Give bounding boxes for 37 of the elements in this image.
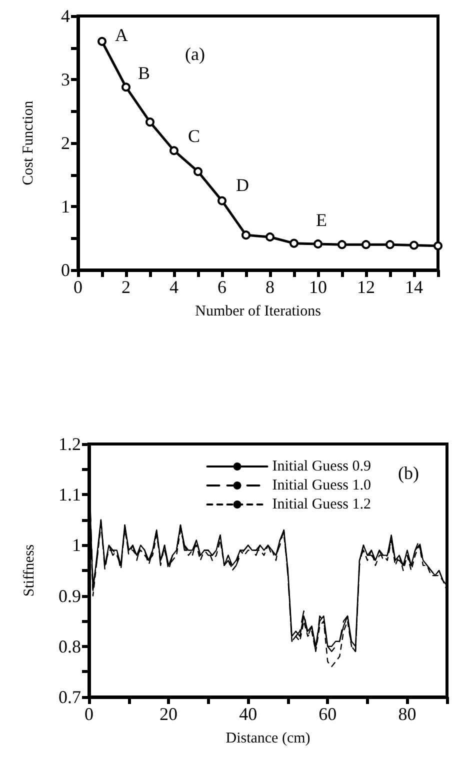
- y-tick-label: 1: [72, 535, 81, 556]
- legend-label: Initial Guess 0.9: [272, 458, 372, 474]
- x-tick-label: 14: [405, 277, 423, 297]
- x-tick-label: 20: [160, 704, 178, 724]
- y-axis-title: Cost Function: [20, 100, 36, 186]
- y-axis-title: Stiffness: [22, 544, 38, 597]
- x-tick-label: 40: [239, 704, 258, 724]
- x-tick-label: 60: [318, 704, 337, 724]
- x-tick-label: 0: [84, 704, 94, 724]
- y-tick-label: 2: [61, 133, 70, 153]
- x-tick-label: 4: [170, 277, 178, 297]
- y-tick-label: 0.7: [58, 687, 81, 707]
- x-tick-label: 10: [309, 277, 327, 297]
- annotation: (a): [185, 44, 205, 64]
- annotation: E: [316, 210, 327, 230]
- y-tick-label: 3: [61, 70, 70, 90]
- annotation: A: [115, 25, 128, 45]
- y-tick-label: 1.2: [58, 434, 81, 454]
- legend-label: Initial Guess 1.2: [272, 496, 372, 512]
- y-tick-label: 4: [61, 6, 70, 26]
- x-tick-label: 8: [266, 277, 274, 297]
- y-tick-label: 0.9: [58, 586, 81, 606]
- x-tick-label: 12: [357, 277, 375, 297]
- annotation: D: [236, 175, 249, 195]
- x-tick-label: 2: [122, 277, 130, 297]
- x-tick-label: 6: [218, 277, 226, 297]
- annotation: B: [138, 63, 150, 83]
- y-tick-label: 0: [61, 260, 70, 280]
- y-tick-label: 1: [61, 196, 70, 216]
- y-tick-label: 1.1: [58, 484, 81, 505]
- x-axis-title: Distance (cm): [226, 730, 310, 746]
- x-axis-title: Number of Iterations: [195, 304, 322, 320]
- annotation: (b): [398, 463, 419, 483]
- y-tick-label: 0.8: [58, 636, 81, 656]
- legend-label: Initial Guess 1.0: [272, 478, 372, 494]
- x-tick-label: 80: [398, 704, 416, 724]
- annotation: C: [188, 126, 200, 146]
